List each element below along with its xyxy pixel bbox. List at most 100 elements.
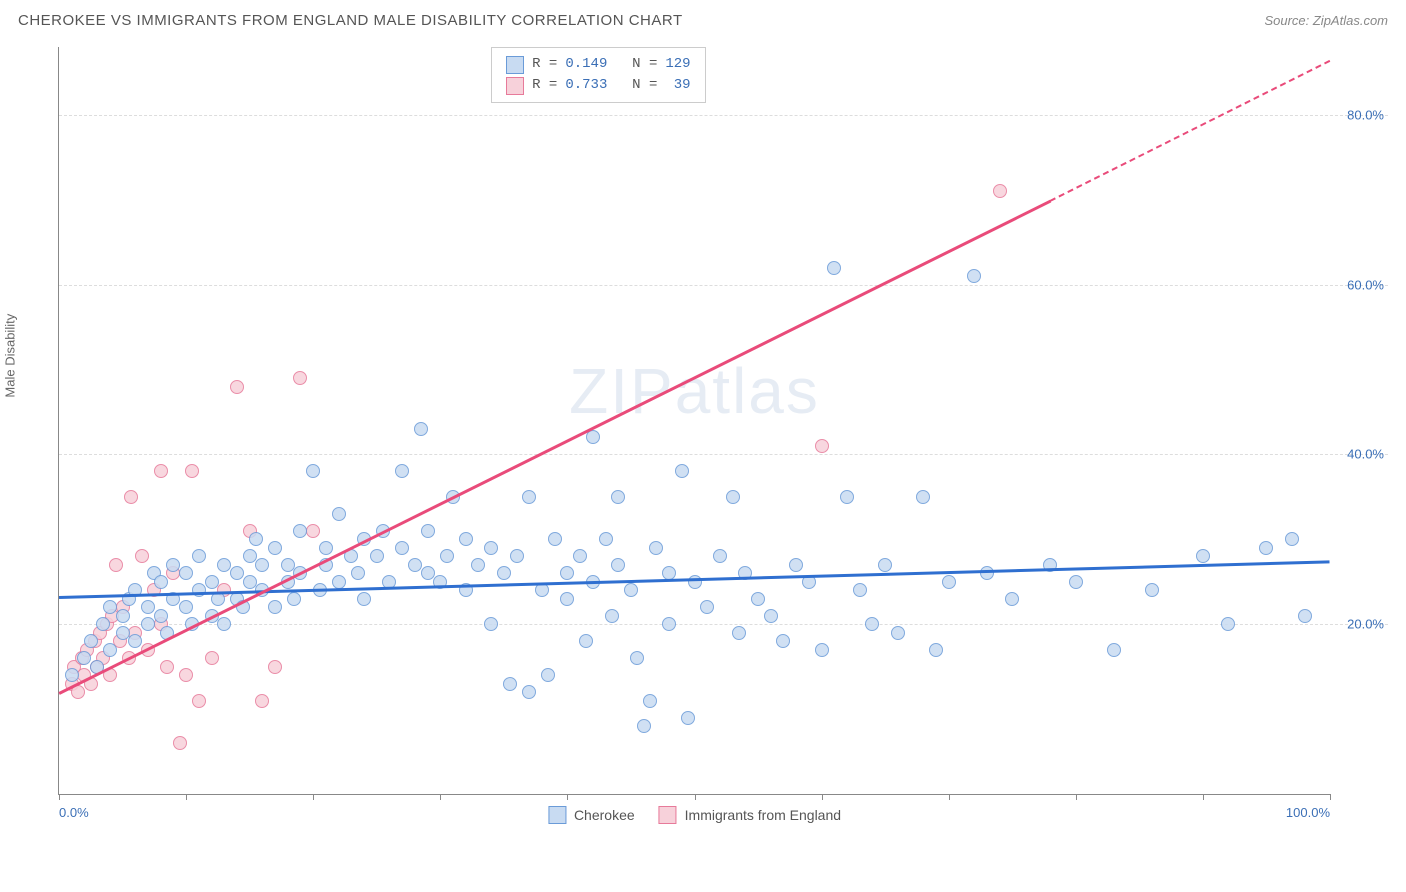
data-point-series1 [141, 600, 155, 614]
watermark: ZIPatlas [569, 354, 820, 428]
data-point-series2 [160, 660, 174, 674]
data-point-series1 [662, 617, 676, 631]
data-point-series1 [1298, 609, 1312, 623]
gridline [59, 115, 1388, 116]
x-tick [1203, 794, 1204, 800]
x-tick [695, 794, 696, 800]
trend-line [58, 200, 1050, 695]
data-point-series1 [249, 532, 263, 546]
data-point-series2 [185, 464, 199, 478]
data-point-series1 [65, 668, 79, 682]
data-point-series1 [764, 609, 778, 623]
data-point-series1 [357, 592, 371, 606]
data-point-series2 [815, 439, 829, 453]
swatch-series2 [659, 806, 677, 824]
source-attribution: Source: ZipAtlas.com [1264, 13, 1388, 28]
data-point-series1 [166, 558, 180, 572]
swatch-series2 [506, 77, 524, 95]
data-point-series1 [332, 575, 346, 589]
chart-title: CHEROKEE VS IMMIGRANTS FROM ENGLAND MALE… [18, 12, 683, 29]
data-point-series1 [484, 617, 498, 631]
stat-n1: 129 [665, 54, 690, 75]
x-tick [313, 794, 314, 800]
data-point-series1 [230, 566, 244, 580]
data-point-series1 [891, 626, 905, 640]
data-point-series1 [541, 668, 555, 682]
data-point-series1 [205, 575, 219, 589]
data-point-series1 [643, 694, 657, 708]
data-point-series1 [560, 592, 574, 606]
data-point-series1 [395, 541, 409, 555]
data-point-series1 [579, 634, 593, 648]
data-point-series1 [535, 583, 549, 597]
data-point-series1 [154, 575, 168, 589]
data-point-series1 [967, 269, 981, 283]
data-point-series1 [116, 626, 130, 640]
data-point-series1 [853, 583, 867, 597]
data-point-series1 [548, 532, 562, 546]
data-point-series1 [77, 651, 91, 665]
data-point-series1 [459, 532, 473, 546]
data-point-series1 [471, 558, 485, 572]
stat-label: R = [532, 75, 557, 96]
legend-label: Cherokee [574, 807, 635, 823]
data-point-series1 [560, 566, 574, 580]
x-tick [1330, 794, 1331, 800]
data-point-series1 [688, 575, 702, 589]
data-point-series1 [243, 549, 257, 563]
data-point-series1 [649, 541, 663, 555]
data-point-series1 [827, 261, 841, 275]
data-point-series1 [681, 711, 695, 725]
data-point-series1 [815, 643, 829, 657]
data-point-series1 [599, 532, 613, 546]
data-point-series1 [732, 626, 746, 640]
data-point-series1 [128, 634, 142, 648]
x-tick-label: 100.0% [1286, 805, 1330, 820]
data-point-series2 [135, 549, 149, 563]
data-point-series1 [522, 685, 536, 699]
data-point-series1 [510, 549, 524, 563]
y-tick-label: 40.0% [1347, 447, 1384, 462]
data-point-series1 [503, 677, 517, 691]
data-point-series1 [217, 558, 231, 572]
data-point-series1 [268, 600, 282, 614]
data-point-series1 [154, 609, 168, 623]
data-point-series1 [217, 617, 231, 631]
data-point-series1 [789, 558, 803, 572]
data-point-series2 [255, 694, 269, 708]
x-tick [949, 794, 950, 800]
data-point-series1 [1145, 583, 1159, 597]
data-point-series1 [421, 566, 435, 580]
data-point-series2 [179, 668, 193, 682]
data-point-series1 [605, 609, 619, 623]
legend-item-series1: Cherokee [548, 806, 635, 824]
data-point-series1 [573, 549, 587, 563]
data-point-series1 [255, 558, 269, 572]
data-point-series2 [268, 660, 282, 674]
data-point-series1 [637, 719, 651, 733]
data-point-series1 [84, 634, 98, 648]
data-point-series2 [124, 490, 138, 504]
data-point-series1 [192, 583, 206, 597]
data-point-series1 [980, 566, 994, 580]
stats-row-series1: R = 0.149 N = 129 [506, 54, 690, 75]
data-point-series1 [611, 558, 625, 572]
data-point-series1 [700, 600, 714, 614]
data-point-series1 [103, 600, 117, 614]
y-axis-label: Male Disability [3, 314, 18, 398]
data-point-series2 [192, 694, 206, 708]
stat-n2: 39 [665, 75, 690, 96]
x-tick [822, 794, 823, 800]
data-point-series1 [1259, 541, 1273, 555]
data-point-series1 [243, 575, 257, 589]
gridline [59, 454, 1388, 455]
data-point-series1 [776, 634, 790, 648]
stat-label: N = [615, 75, 657, 96]
data-point-series1 [1005, 592, 1019, 606]
data-point-series1 [865, 617, 879, 631]
data-point-series1 [1196, 549, 1210, 563]
data-point-series1 [332, 507, 346, 521]
data-point-series1 [1107, 643, 1121, 657]
plot-area: ZIPatlas R = 0.149 N = 129 R = 0.733 N =… [58, 47, 1330, 795]
data-point-series1 [916, 490, 930, 504]
